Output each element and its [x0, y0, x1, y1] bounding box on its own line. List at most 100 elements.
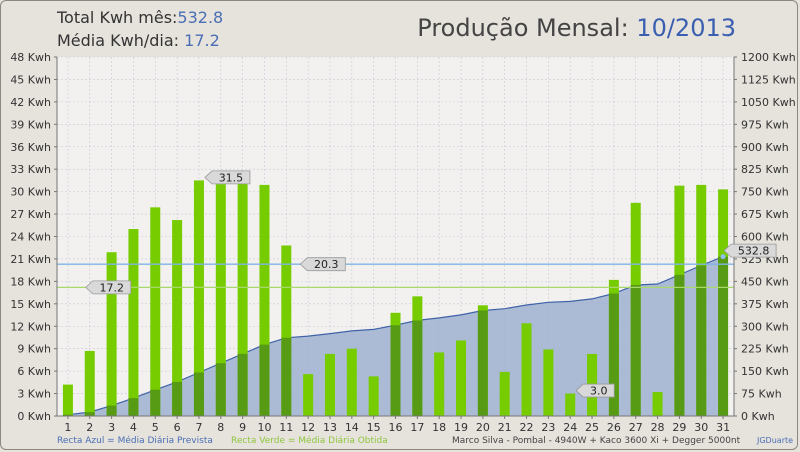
average-kwh-label: Média Kwh/dia: — [57, 31, 180, 50]
y-right-tick-label: 975 Kwh — [741, 118, 789, 131]
reference-line-label-box — [299, 257, 346, 272]
x-tick-label: 15 — [367, 421, 381, 434]
y-left-tick-label: 27 Kwh — [10, 208, 51, 221]
daily-bar — [172, 220, 183, 416]
y-right-tick-label: 900 Kwh — [741, 141, 789, 154]
daily-bar-overlap — [608, 293, 619, 416]
chart-title-period: 10/2013 — [636, 14, 736, 42]
annotation-point — [720, 254, 726, 260]
daily-bar — [368, 376, 379, 416]
x-tick-label: 1 — [64, 421, 71, 434]
daily-bar — [456, 340, 467, 416]
x-tick-label: 21 — [498, 421, 512, 434]
y-left-tick-label: 48 Kwh — [10, 51, 51, 64]
reference-lines — [57, 263, 734, 289]
y-left-tick-label: 0 Kwh — [17, 410, 51, 423]
x-tick-label: 22 — [520, 421, 534, 434]
daily-bar — [565, 393, 576, 416]
y-right-tick-label: 600 Kwh — [741, 231, 789, 244]
y-left-tick-label: 45 Kwh — [10, 73, 51, 86]
daily-bar — [106, 252, 117, 416]
y-right-tick-label: 675 Kwh — [741, 208, 789, 221]
daily-bar — [434, 352, 445, 416]
daily-bar-overlap — [718, 256, 729, 416]
y-right-tick-label: 750 Kwh — [741, 186, 789, 199]
daily-bar-overlap — [193, 372, 204, 416]
y-left-tick-label: 39 Kwh — [10, 118, 51, 131]
y-left-tick-label: 3 Kwh — [17, 388, 51, 401]
x-tick-label: 19 — [454, 421, 468, 434]
daily-bar — [128, 229, 139, 416]
chart-title: Produção Mensal: 10/2013 — [417, 14, 736, 42]
x-tick-label: 6 — [174, 421, 181, 434]
daily-bar — [237, 181, 248, 416]
x-tick-label: 12 — [301, 421, 315, 434]
y-right-tick-label: 1125 Kwh — [741, 73, 796, 86]
annotation-label-box — [204, 170, 251, 185]
total-kwh-value: 532.8 — [177, 8, 224, 27]
daily-bar-overlap — [106, 405, 117, 416]
x-tick-label: 28 — [651, 421, 665, 434]
daily-bar — [521, 323, 532, 416]
daily-bar-overlap — [237, 353, 248, 416]
x-tick-label: 20 — [476, 421, 490, 434]
y-right-tick-label: 1050 Kwh — [741, 96, 796, 109]
x-tick-label: 31 — [716, 421, 730, 434]
x-tick-label: 13 — [323, 421, 337, 434]
x-tick-label: 30 — [694, 421, 708, 434]
annotation-label: 532.8 — [738, 245, 770, 258]
footer-blue-line-note: Recta Azul = Média Diária Prevista — [57, 436, 213, 446]
daily-bar-overlap — [630, 284, 641, 416]
daily-bar — [84, 350, 95, 416]
x-tick-label: 11 — [279, 421, 293, 434]
y-right-tick-label: 0 Kwh — [741, 410, 775, 423]
daily-bar — [215, 184, 226, 416]
y-right-tick-label: 1200 Kwh — [741, 51, 796, 64]
daily-bar-overlap — [172, 381, 183, 416]
y-left-tick-label: 6 Kwh — [17, 365, 51, 378]
y-right-tick-label: 150 Kwh — [741, 365, 789, 378]
annotations: 20.3 17.2 31.5 3.0 532.8 — [85, 170, 777, 398]
daily-bar — [303, 374, 314, 416]
daily-bar-overlap — [674, 274, 685, 416]
x-tick-label: 24 — [563, 421, 577, 434]
footer-credit: Marco Silva - Pombal - 4940W + Kaco 3600… — [452, 436, 741, 446]
x-tick-label: 29 — [672, 421, 686, 434]
daily-bar — [62, 384, 73, 416]
y-right-tick-label: 225 Kwh — [741, 343, 789, 356]
x-tick-label: 16 — [389, 421, 403, 434]
x-tick-label: 10 — [257, 421, 271, 434]
y-left-tick-label: 9 Kwh — [17, 343, 51, 356]
daily-bar — [150, 207, 161, 416]
daily-bar-series — [62, 180, 729, 416]
total-kwh-label: Total Kwh mês: — [57, 8, 178, 27]
average-kwh-day: Média Kwh/dia: 17.2 — [57, 31, 220, 50]
y-right-tick-label: 75 Kwh — [741, 388, 782, 401]
total-kwh-month: Total Kwh mês:532.8 — [57, 8, 223, 27]
annotation-label: 3.0 — [590, 385, 608, 398]
reference-line-label: 20.3 — [314, 258, 339, 271]
y-right-tick-label: 450 Kwh — [741, 275, 789, 288]
daily-bar — [499, 371, 510, 416]
average-kwh-value: 17.2 — [184, 31, 220, 50]
daily-bar — [543, 349, 554, 416]
daily-bar — [652, 392, 663, 416]
y-left-tick-label: 12 Kwh — [10, 320, 51, 333]
y-left-tick-label: 15 Kwh — [10, 298, 51, 311]
x-tick-label: 4 — [130, 421, 137, 434]
reference-line-label: 17.2 — [100, 281, 125, 294]
reference-line-label-box — [85, 280, 132, 295]
x-tick-label: 8 — [217, 421, 224, 434]
y-right-tick-label: 300 Kwh — [741, 320, 789, 333]
daily-bar-overlap — [412, 320, 423, 416]
x-tick-label: 7 — [195, 421, 202, 434]
daily-bar — [259, 184, 270, 416]
daily-bar-overlap — [696, 265, 707, 416]
x-tick-label: 18 — [432, 421, 446, 434]
x-tick-label: 17 — [410, 421, 424, 434]
y-left-tick-label: 33 Kwh — [10, 163, 51, 176]
x-tick-label: 5 — [152, 421, 159, 434]
footer-signature: JGDuarte — [757, 436, 794, 445]
x-tick-label: 14 — [345, 421, 359, 434]
daily-bar-overlap — [62, 414, 73, 416]
